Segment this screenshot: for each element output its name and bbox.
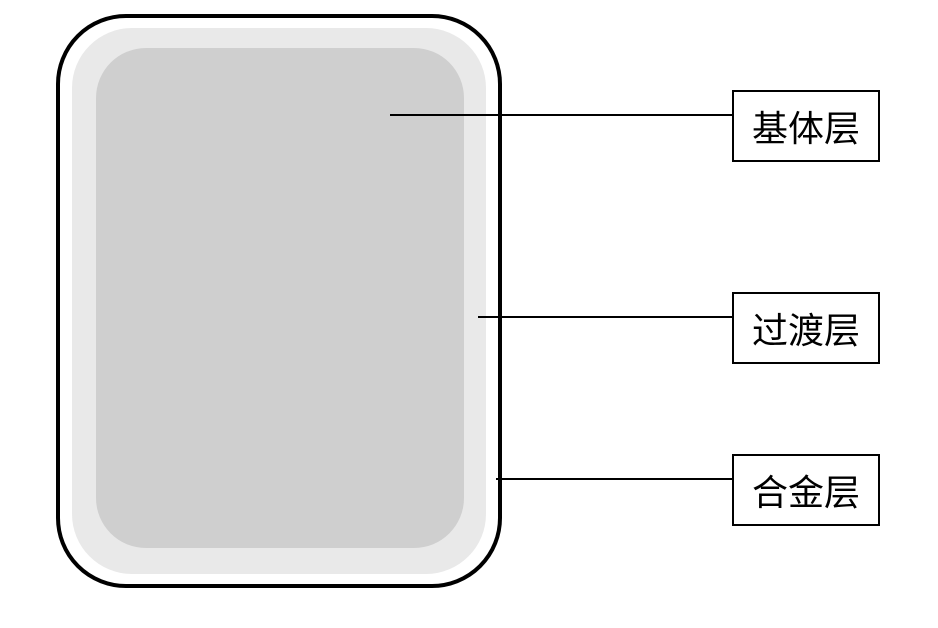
label-text-transition: 过渡层	[752, 311, 860, 351]
substrate-layer-shape	[96, 48, 464, 548]
leader-line-substrate	[390, 114, 732, 116]
label-text-alloy: 合金层	[752, 473, 860, 513]
leader-line-transition	[478, 316, 732, 318]
label-text-substrate: 基体层	[752, 109, 860, 149]
layer-diagram: 基体层 过渡层 合金层	[0, 0, 938, 628]
label-box-transition: 过渡层	[732, 292, 880, 364]
label-box-alloy: 合金层	[732, 454, 880, 526]
label-box-substrate: 基体层	[732, 90, 880, 162]
leader-line-alloy	[496, 478, 732, 480]
